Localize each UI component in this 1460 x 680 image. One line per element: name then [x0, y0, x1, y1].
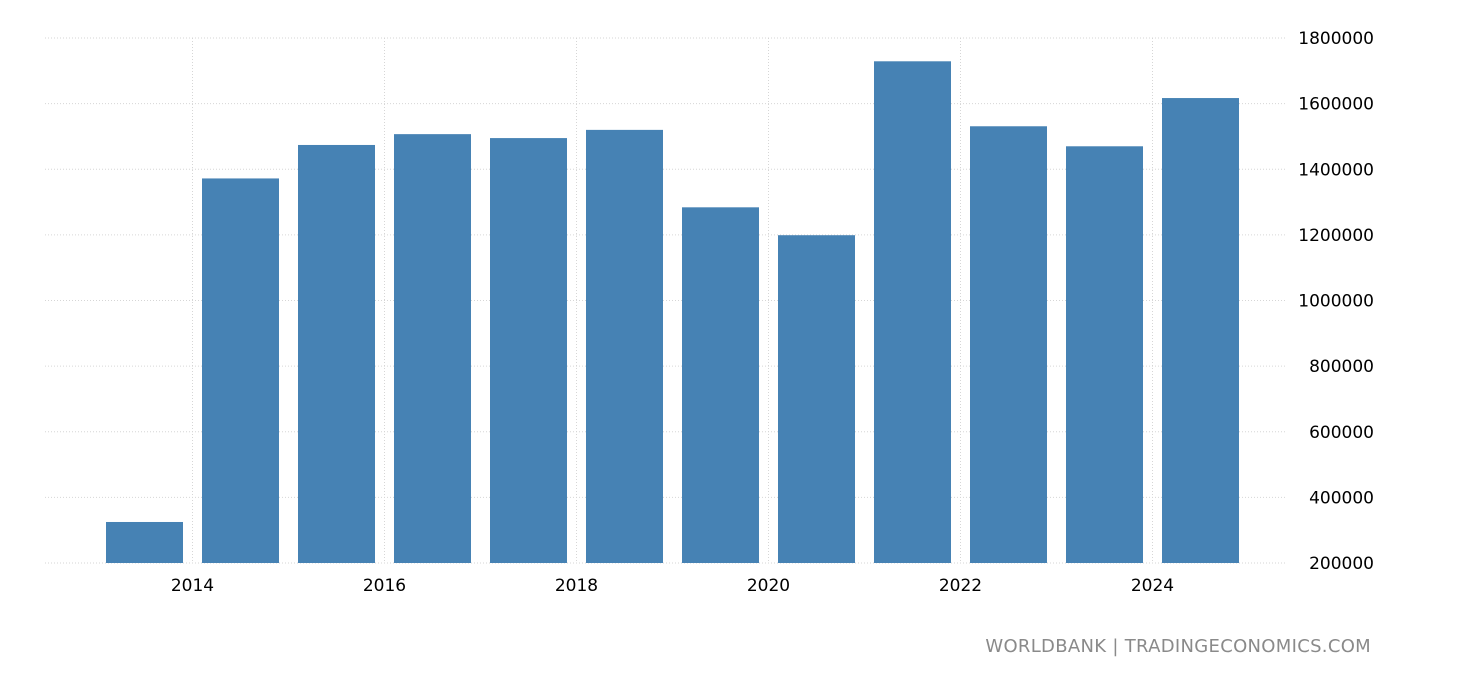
x-tick-label: 2020: [747, 576, 790, 596]
y-tick-label: 400000: [1309, 488, 1374, 508]
y-axis-ticks: 200000 400000 600000 800000 1000000 1200000 14…: [1298, 29, 1374, 574]
x-tick-label: 2014: [171, 576, 214, 596]
x-tick-label: 2018: [555, 576, 598, 596]
bar-2017[interactable]: [490, 138, 567, 563]
bar-2023[interactable]: [1066, 146, 1143, 563]
bar-2015[interactable]: [298, 144, 375, 563]
y-tick-label: 1000000: [1298, 292, 1374, 312]
y-tick-label: 1400000: [1298, 160, 1374, 180]
y-tick-label: 1800000: [1298, 29, 1374, 49]
bar-2024[interactable]: [1162, 98, 1239, 563]
y-tick-label: 1600000: [1298, 95, 1374, 115]
bars: [106, 61, 1239, 563]
bar-2018[interactable]: [586, 129, 663, 563]
bar-2014[interactable]: [202, 178, 279, 563]
x-axis-ticks: 2014 2016 2018 2020 2022 2024: [171, 576, 1174, 596]
x-tick-label: 2022: [939, 576, 982, 596]
bar-2013[interactable]: [106, 521, 183, 563]
source-label: WORLDBANK | TRADINGECONOMICS.COM: [985, 636, 1371, 657]
y-tick-label: 1200000: [1298, 226, 1374, 246]
bar-2021[interactable]: [874, 61, 951, 563]
y-tick-label: 800000: [1309, 357, 1374, 377]
bar-2019[interactable]: [682, 207, 759, 563]
gridlines: [45, 37, 1285, 564]
bar-2022[interactable]: [970, 126, 1047, 563]
x-tick-label: 2024: [1131, 576, 1174, 596]
bar-2016[interactable]: [394, 134, 471, 563]
y-tick-label: 200000: [1309, 554, 1374, 574]
y-tick-label: 600000: [1309, 423, 1374, 443]
bar-2020[interactable]: [778, 235, 855, 563]
x-tick-label: 2016: [363, 576, 406, 596]
